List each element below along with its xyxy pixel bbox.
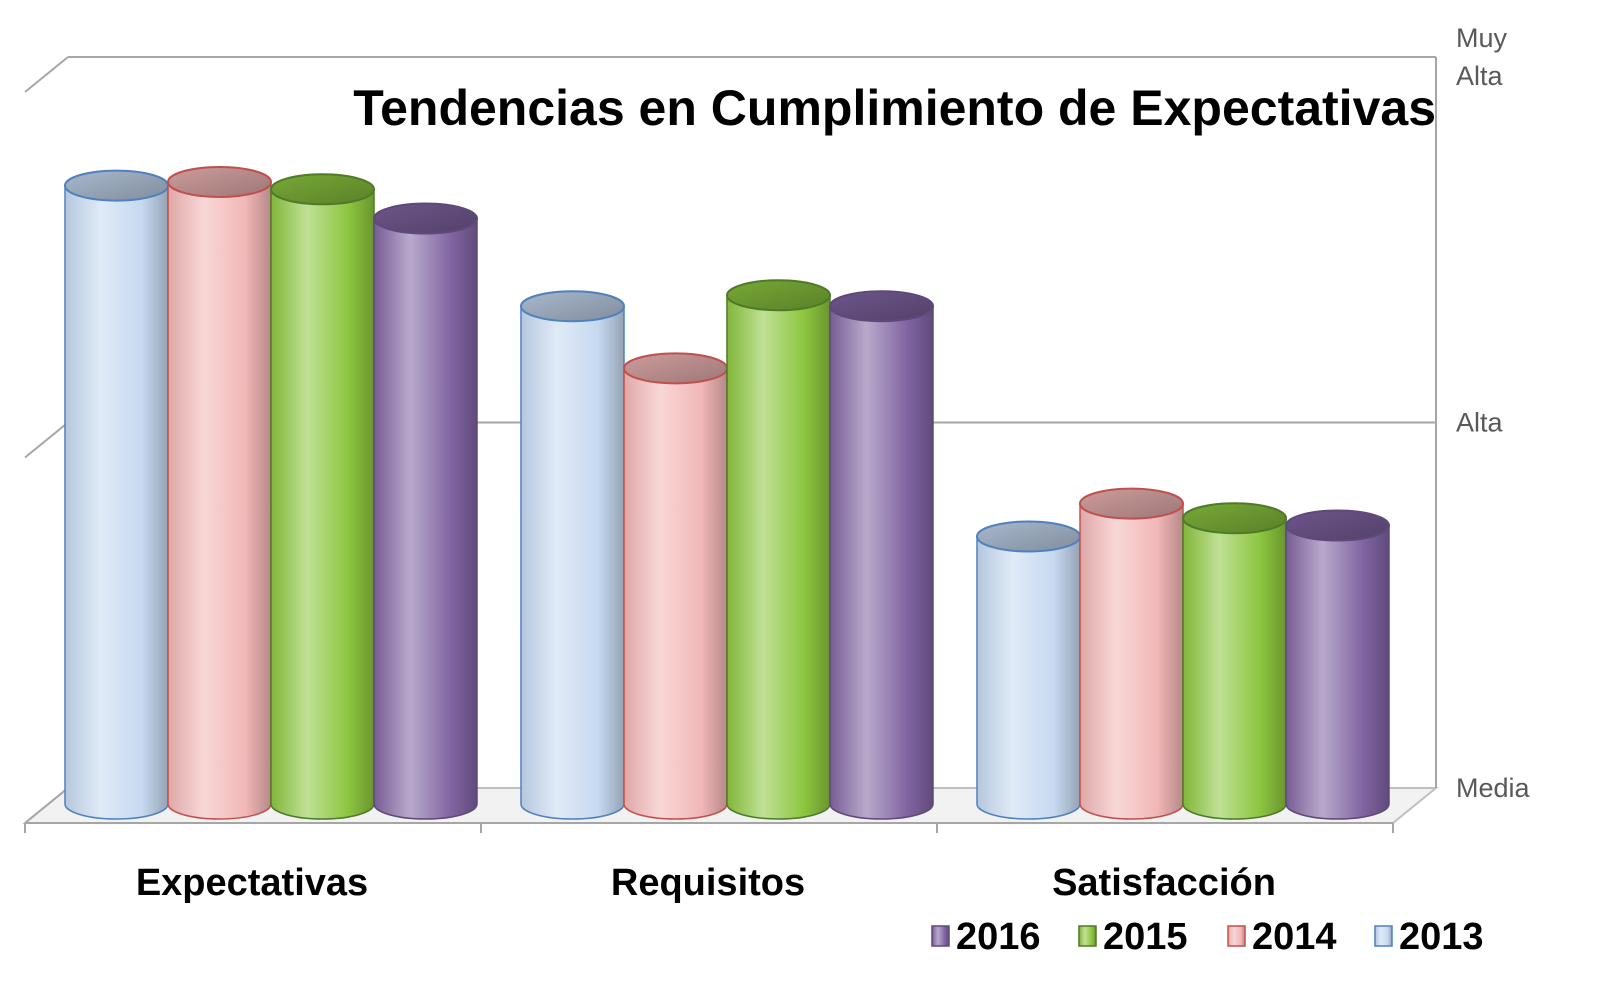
bar-body xyxy=(976,535,1081,820)
y-tick-label-muy-alta: Muy Alta xyxy=(1456,23,1508,91)
legend-label: 2015 xyxy=(1103,916,1188,958)
bar-body xyxy=(520,305,625,820)
legend-swatch xyxy=(1078,925,1097,947)
bar-satisfaccion-2013 xyxy=(976,520,1081,820)
plot-area xyxy=(64,165,1390,820)
wall-gridline xyxy=(24,56,69,93)
bar-top xyxy=(373,202,478,235)
legend-item-2015: 2015 xyxy=(1078,916,1188,958)
bar-top xyxy=(520,290,625,323)
y-tick-label-media: Media xyxy=(1456,773,1531,803)
legend-swatch xyxy=(1374,925,1393,947)
legend-label: 2014 xyxy=(1252,916,1337,958)
bar-body xyxy=(64,184,169,820)
legend: 2016 2015 2014 2013 xyxy=(931,916,1484,958)
bar-requisitos-2015 xyxy=(726,279,831,820)
bar-top xyxy=(1285,509,1390,542)
bar-body xyxy=(270,188,375,820)
category-label-requisitos: Requisitos xyxy=(611,862,805,904)
bar-expectativas-2013 xyxy=(64,169,169,820)
bar-requisitos-2014 xyxy=(623,352,728,820)
bar-top xyxy=(623,352,728,385)
legend-swatch xyxy=(1227,925,1246,947)
bar-body xyxy=(829,305,934,820)
bar-top xyxy=(64,169,169,202)
bar-top xyxy=(726,279,831,312)
bar-top xyxy=(829,290,934,323)
bar-top xyxy=(976,520,1081,553)
category-axis: Expectativas Requisitos Satisfacción xyxy=(136,862,1276,904)
value-axis: Media Alta Muy Alta xyxy=(1456,23,1531,803)
wall-gridline xyxy=(24,787,69,824)
bar-satisfaccion-2015 xyxy=(1182,502,1287,820)
bar-top xyxy=(1079,487,1184,520)
bar-top xyxy=(270,173,375,206)
legend-swatch xyxy=(931,925,950,947)
legend-label: 2016 xyxy=(956,916,1041,958)
bar-top xyxy=(167,165,272,198)
wall-gridline xyxy=(24,421,69,459)
bar-satisfaccion-2014 xyxy=(1079,487,1184,820)
legend-item-2016: 2016 xyxy=(931,916,1041,958)
bar-body xyxy=(623,367,728,820)
category-label-satisfaccion: Satisfacción xyxy=(1052,862,1276,904)
bar-requisitos-2016 xyxy=(829,290,934,820)
bar-body xyxy=(373,217,478,820)
bar-body xyxy=(1079,502,1184,820)
legend-item-2014: 2014 xyxy=(1227,916,1337,958)
bar-satisfaccion-2016 xyxy=(1285,509,1390,820)
bar-expectativas-2015 xyxy=(270,173,375,820)
bar-requisitos-2013 xyxy=(520,290,625,820)
bar-body xyxy=(167,181,272,820)
bar-top xyxy=(1182,502,1287,535)
bar-body xyxy=(726,294,831,820)
bar-body xyxy=(1285,524,1390,820)
legend-label: 2013 xyxy=(1399,916,1484,958)
bar-body xyxy=(1182,517,1287,820)
legend-item-2013: 2013 xyxy=(1374,916,1484,958)
bar-expectativas-2016 xyxy=(373,202,478,820)
category-label-expectativas: Expectativas xyxy=(136,862,368,904)
chart-title: Tendencias en Cumplimiento de Expectativ… xyxy=(353,80,1436,136)
y-tick-label-alta: Alta xyxy=(1456,408,1504,438)
bar-expectativas-2014 xyxy=(167,165,272,820)
